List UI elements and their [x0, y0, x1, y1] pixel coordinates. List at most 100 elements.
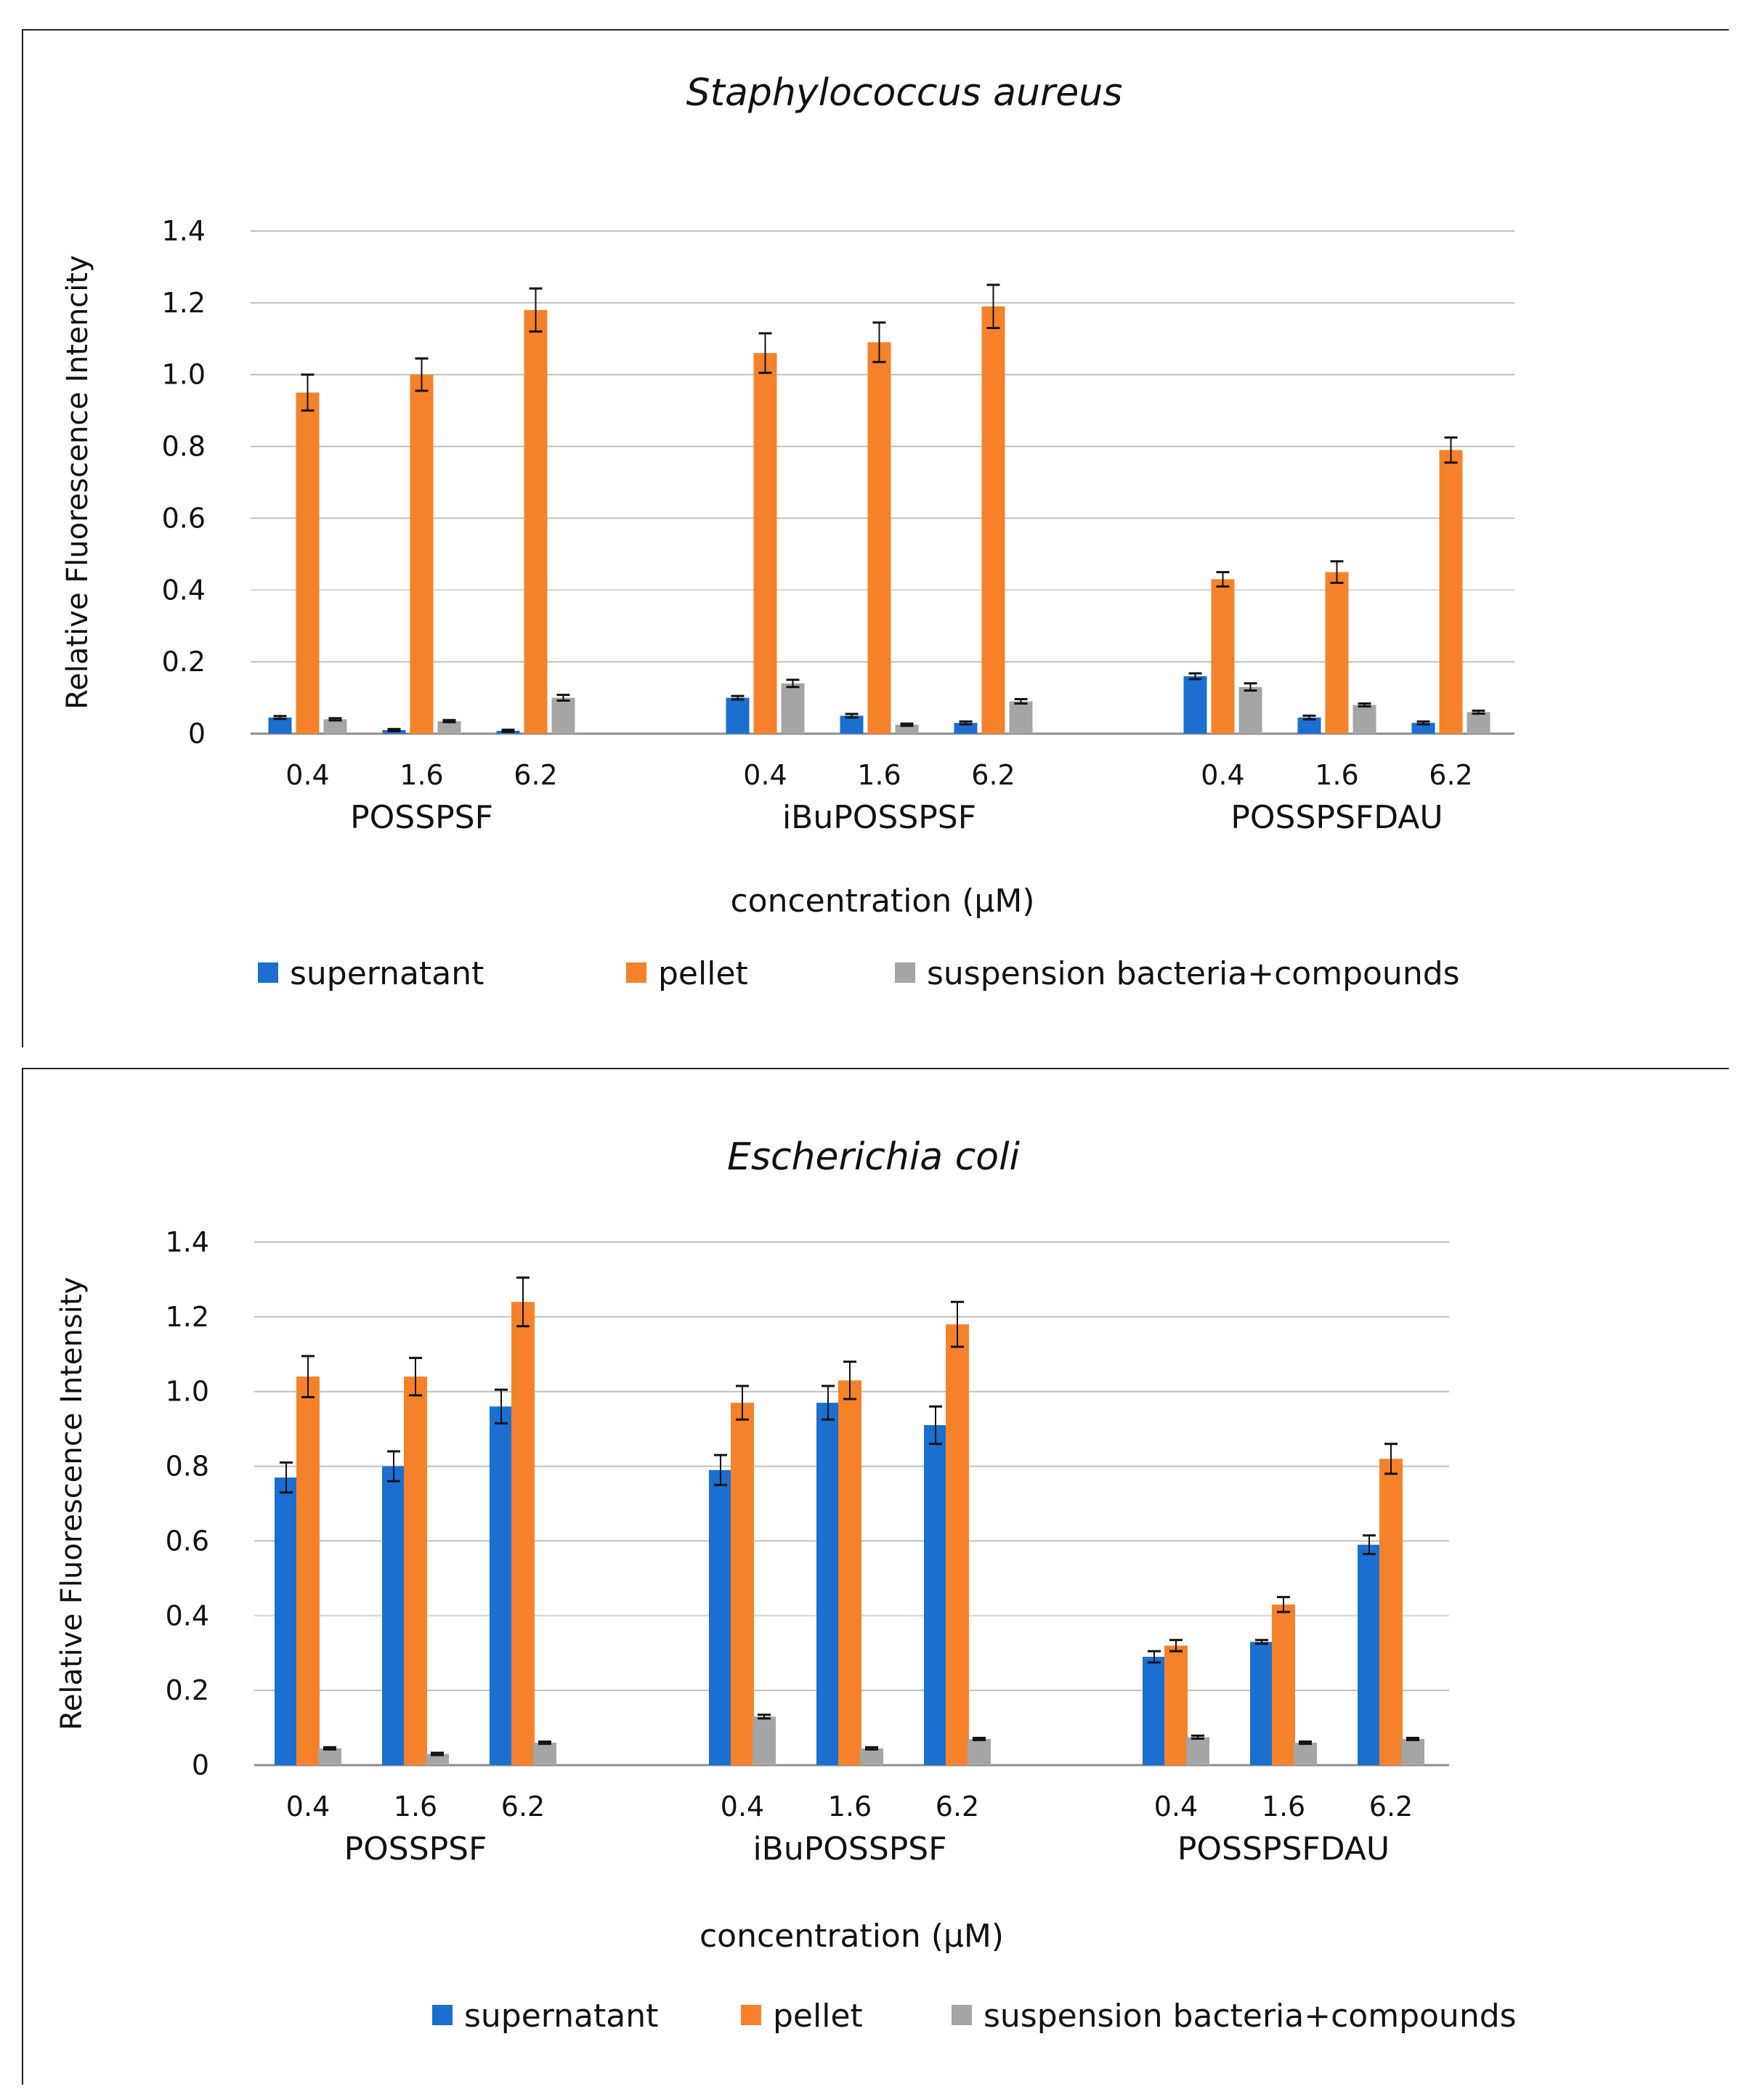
x-tick-label: 1.6	[828, 1791, 872, 1823]
x-tick-label: 1.6	[1315, 759, 1358, 791]
bar-supernatant	[840, 715, 864, 734]
group-label: iBuPOSSPSF	[753, 1831, 946, 1868]
bar-pellet	[946, 1324, 969, 1765]
y-tick-label: 0.4	[166, 1600, 209, 1631]
y-tick-label: 0.8	[162, 431, 206, 463]
bar-pellet	[1272, 1604, 1295, 1765]
y-tick-label: 0	[192, 1749, 209, 1781]
bar-supernatant	[1411, 723, 1435, 734]
y-tick-label: 0.2	[166, 1674, 209, 1706]
group-label: POSSPSFDAU	[1177, 1831, 1390, 1868]
bar-supernatant	[1183, 676, 1207, 734]
bar-suspension	[895, 724, 919, 734]
bar-pellet	[1164, 1645, 1188, 1765]
bar-pellet	[981, 306, 1005, 734]
bar-pellet	[1325, 572, 1349, 734]
y-tick-label: 0.6	[162, 502, 206, 534]
y-tick-label: 0.4	[162, 574, 206, 606]
bar-pellet	[296, 1377, 320, 1765]
bar-supernatant	[275, 1477, 298, 1765]
bar-pellet	[753, 353, 777, 734]
y-tick-label: 1.4	[166, 1226, 209, 1258]
bar-pellet	[1439, 450, 1463, 734]
bar-suspension	[437, 721, 461, 734]
panel-1-top-border	[22, 29, 1729, 31]
y-tick-label: 0.8	[166, 1451, 209, 1483]
legend-label: supernatant	[464, 1998, 658, 2035]
bar-pellet	[511, 1302, 535, 1765]
legend-swatch	[952, 2005, 972, 2025]
bar-supernatant	[1250, 1642, 1273, 1765]
legend-swatch	[432, 2005, 453, 2025]
bar-pellet	[296, 392, 320, 734]
bar-suspension	[323, 719, 347, 734]
x-tick-label: 0.4	[286, 1791, 330, 1823]
bar-pellet	[404, 1377, 427, 1765]
bar-supernatant	[268, 717, 292, 734]
group-label: POSSPSF	[344, 1831, 487, 1868]
chart-title: Staphylococcus aureus	[686, 71, 1123, 115]
y-tick-label: 1.2	[162, 287, 206, 319]
panel-2-top-border	[22, 1068, 1729, 1069]
bar-suspension	[551, 697, 575, 734]
bar-suspension	[781, 683, 805, 734]
x-axis-label: concentration (μM)	[699, 1918, 1004, 1955]
bar-pellet	[1379, 1459, 1403, 1765]
bar-suspension	[1186, 1737, 1209, 1765]
x-tick-label: 0.4	[1154, 1791, 1198, 1823]
bar-supernatant	[954, 723, 978, 734]
bar-supernatant	[1143, 1656, 1166, 1765]
x-tick-label: 1.6	[394, 1791, 437, 1823]
bar-supernatant	[490, 1406, 513, 1765]
x-tick-label: 6.2	[936, 1791, 979, 1823]
bar-suspension	[753, 1716, 776, 1765]
bar-supernatant	[924, 1425, 947, 1765]
legend-swatch	[626, 962, 646, 983]
y-axis-label: Relative Fluorescence Intencity	[61, 255, 94, 710]
bar-pellet	[867, 342, 891, 734]
bar-supernatant	[709, 1469, 732, 1765]
panel-1-left-border	[22, 29, 23, 1047]
bar-pellet	[731, 1403, 754, 1765]
legend-swatch	[895, 962, 915, 983]
legend-label: supernatant	[290, 955, 484, 992]
bar-suspension	[426, 1754, 449, 1765]
bar-supernatant	[1358, 1544, 1381, 1765]
bar-supernatant	[1297, 717, 1321, 734]
bar-suspension	[1352, 705, 1376, 734]
bar-suspension	[1238, 686, 1262, 734]
group-label: iBuPOSSPSF	[782, 799, 976, 836]
bar-pellet	[1211, 579, 1235, 734]
x-tick-label: 0.4	[1201, 759, 1244, 791]
x-tick-label: 6.2	[501, 1791, 545, 1823]
y-tick-label: 0.2	[162, 646, 206, 678]
legend-swatch	[741, 2005, 761, 2025]
x-tick-label: 1.6	[400, 759, 443, 791]
y-tick-label: 0.6	[166, 1525, 209, 1557]
x-tick-label: 6.2	[1429, 759, 1472, 791]
y-tick-label: 1.0	[162, 359, 206, 391]
staph-aureus-chart: Staphylococcus aureus 0 0.2 0.4 0.6 0.8 1.0 1.2…	[61, 71, 1514, 992]
bar-supernatant	[726, 697, 750, 734]
bar-suspension	[968, 1739, 991, 1765]
x-tick-label: 6.2	[1369, 1791, 1413, 1823]
x-tick-label: 0.4	[285, 759, 329, 791]
bar-supernatant	[382, 1466, 405, 1765]
x-tick-label: 1.6	[1262, 1791, 1305, 1823]
bar-suspension	[1294, 1743, 1317, 1765]
legend-label: suspension bacteria+compounds	[927, 955, 1460, 992]
bar-suspension	[1401, 1739, 1424, 1765]
bar-suspension	[860, 1748, 883, 1765]
chart-title: Escherichia coli	[727, 1135, 1021, 1179]
bar-suspension	[1467, 712, 1490, 734]
legend-label: pellet	[773, 1998, 863, 2035]
panel-2-left-border	[22, 1068, 23, 2085]
bar-suspension	[318, 1748, 341, 1765]
legend-label: suspension bacteria+compounds	[983, 1998, 1517, 2035]
group-label: POSSPSF	[350, 799, 493, 836]
y-tick-label: 1.4	[162, 215, 206, 247]
bar-pellet	[838, 1380, 861, 1765]
y-tick-label: 1.0	[166, 1376, 209, 1408]
y-axis-label: Relative Fluorescence Intensity	[55, 1277, 89, 1730]
